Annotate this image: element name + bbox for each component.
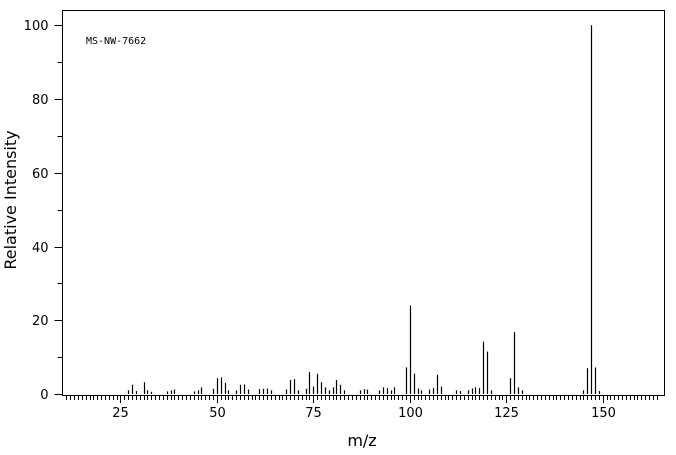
y-tick-label: 80 <box>32 93 49 108</box>
x-tick-label: 25 <box>112 406 129 421</box>
y-tick-label: 40 <box>32 241 49 256</box>
x-minor-ticks <box>66 395 658 400</box>
x-tick-label: 50 <box>209 406 226 421</box>
x-major-ticks: 25 50 75 100 125 150 <box>112 395 616 421</box>
x-tick-label: 100 <box>398 406 423 421</box>
y-tick-label: 100 <box>24 19 49 34</box>
x-axis-title: m/z <box>347 431 376 450</box>
y-tick-label: 60 <box>32 167 49 182</box>
x-tick-label: 75 <box>305 406 322 421</box>
peaks <box>127 25 601 394</box>
y-ticks: 0 20 40 60 80 100 <box>24 19 63 403</box>
x-tick-label: 125 <box>494 406 519 421</box>
y-axis-title: Relative Intensity <box>1 130 20 269</box>
y-tick-label: 20 <box>32 314 49 329</box>
y-tick-label: 0 <box>40 388 48 403</box>
spectrum-id-annotation: MS-NW-7662 <box>86 36 146 47</box>
x-tick-label: 150 <box>591 406 616 421</box>
plot-frame <box>62 10 665 396</box>
